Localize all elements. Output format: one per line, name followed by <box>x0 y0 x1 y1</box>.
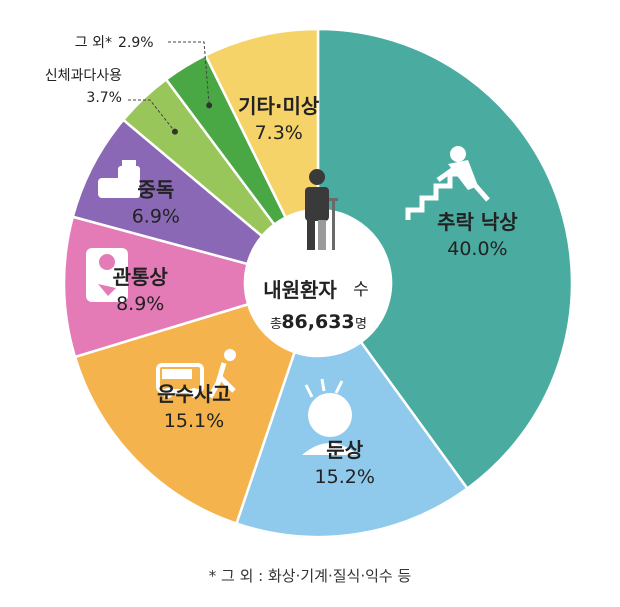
slice-value: 8.9% <box>116 293 164 315</box>
labels-layer: 추락 낙상 40.0% 둔상 15.2% 운수사고 15.1% 관통상 8.9% 중독 6.9% 기… <box>45 35 519 488</box>
center-title-suffix: 수 <box>353 280 369 300</box>
slice-value: 40.0% <box>447 238 507 260</box>
person-crutch-icon <box>305 169 338 250</box>
slice-label: 운수사고 <box>157 382 231 406</box>
pill-bottles-icon <box>98 160 140 198</box>
callout-dot <box>206 102 213 109</box>
callout-line <box>168 41 210 106</box>
slice-value: 15.1% <box>164 410 224 432</box>
slice-value: 2.9% <box>118 35 154 51</box>
center-hole <box>245 210 391 356</box>
slice-label: 관통상 <box>113 265 169 289</box>
footnote: * 그 외 : 화상·기계·질식·익수 등 <box>208 567 412 585</box>
center-total-value: 86,633 <box>281 311 354 333</box>
slice-value: 6.9% <box>132 205 180 227</box>
penetrating-injury-icon <box>86 248 128 302</box>
center-label: 내원환자 수 총 86,633 명 <box>245 169 391 356</box>
falling-stairs-icon <box>405 146 490 220</box>
icons-layer <box>86 146 490 455</box>
head-injury-icon <box>302 378 358 455</box>
slice-label: 기타·미상 <box>238 94 320 118</box>
slice-label: 신체과다사용 <box>45 68 122 84</box>
center-total-prefix: 총 <box>270 317 282 332</box>
slice-label: 그 외* <box>75 35 112 51</box>
slices-layer <box>62 27 574 539</box>
center-total-suffix: 명 <box>355 317 367 332</box>
slice-value: 15.2% <box>315 466 375 488</box>
car-accident-icon <box>156 349 236 399</box>
callout-dot <box>171 128 178 135</box>
slice-value: 3.7% <box>86 90 122 106</box>
slice-label: 중독 <box>137 177 174 201</box>
slice-label: 둔상 <box>326 438 363 462</box>
center-title: 내원환자 <box>263 278 337 302</box>
callout-line <box>128 99 176 132</box>
slice-value: 7.3% <box>255 122 303 144</box>
slice-label: 추락 낙상 <box>437 210 518 234</box>
